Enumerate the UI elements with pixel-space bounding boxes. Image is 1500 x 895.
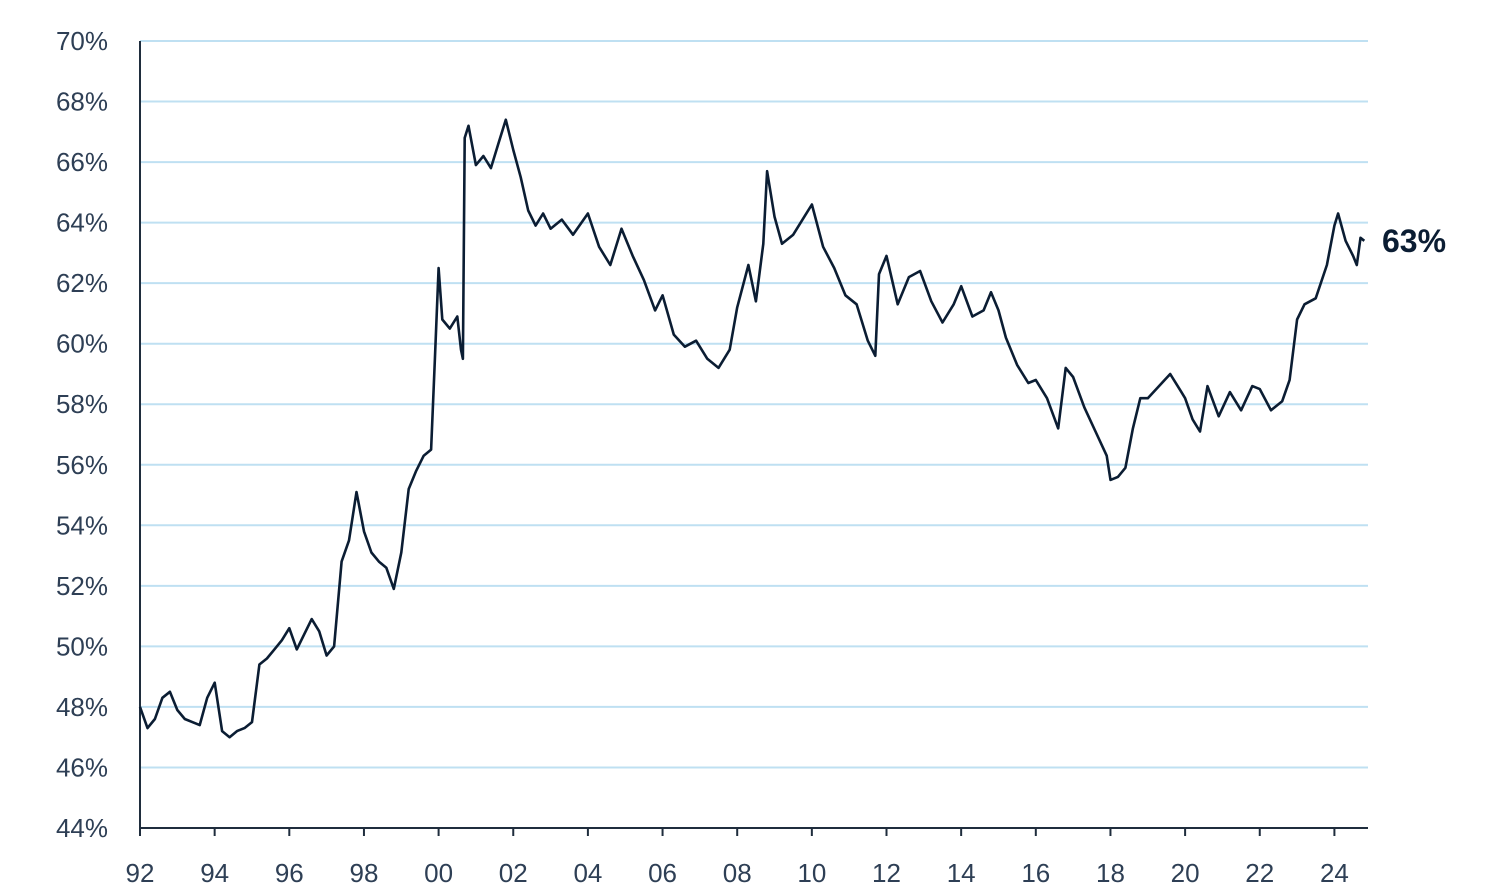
y-tick-label: 50% bbox=[56, 631, 108, 661]
y-tick-label: 46% bbox=[56, 752, 108, 782]
x-tick-label: 98 bbox=[349, 858, 378, 888]
x-tick-label: 00 bbox=[424, 858, 453, 888]
x-tick-label: 02 bbox=[499, 858, 528, 888]
x-tick-label: 08 bbox=[723, 858, 752, 888]
y-tick-label: 52% bbox=[56, 571, 108, 601]
x-tick-label: 12 bbox=[872, 858, 901, 888]
series-line bbox=[138, 118, 1366, 739]
y-axis-tick-labels: 44% 46% 48% 50% 52% 54% 56% 58% 60% 62% 64% 66% 68% 7… bbox=[56, 26, 108, 843]
y-tick-label: 64% bbox=[56, 208, 108, 238]
x-tick-label: 20 bbox=[1171, 858, 1200, 888]
x-axis-tick-labels: 92 94 96 98 00 02 04 06 08 10 12 14 16 18 20 22 24 bbox=[126, 858, 1349, 888]
x-tick-label: 06 bbox=[648, 858, 677, 888]
x-tick-label: 14 bbox=[947, 858, 976, 888]
y-tick-label: 60% bbox=[56, 329, 108, 359]
gridlines bbox=[140, 40, 1368, 769]
y-tick-label: 62% bbox=[56, 268, 108, 298]
x-tick-label: 04 bbox=[573, 858, 602, 888]
x-tick-label: 16 bbox=[1021, 858, 1050, 888]
y-tick-label: 68% bbox=[56, 87, 108, 117]
end-value-label: 63% bbox=[1382, 223, 1446, 259]
y-tick-label: 44% bbox=[56, 813, 108, 843]
y-tick-label: 56% bbox=[56, 450, 108, 480]
x-tick-label: 92 bbox=[126, 858, 155, 888]
y-tick-label: 54% bbox=[56, 510, 108, 540]
y-tick-label: 66% bbox=[56, 147, 108, 177]
x-tick-label: 22 bbox=[1245, 858, 1274, 888]
y-tick-label: 70% bbox=[56, 26, 108, 56]
x-axis-tick-marks bbox=[139, 828, 1336, 836]
x-tick-label: 94 bbox=[200, 858, 229, 888]
x-tick-label: 96 bbox=[275, 858, 304, 888]
y-tick-label: 58% bbox=[56, 389, 108, 419]
x-tick-label: 10 bbox=[797, 858, 826, 888]
y-tick-label: 48% bbox=[56, 692, 108, 722]
x-tick-label: 18 bbox=[1096, 858, 1125, 888]
x-tick-label: 24 bbox=[1320, 858, 1349, 888]
